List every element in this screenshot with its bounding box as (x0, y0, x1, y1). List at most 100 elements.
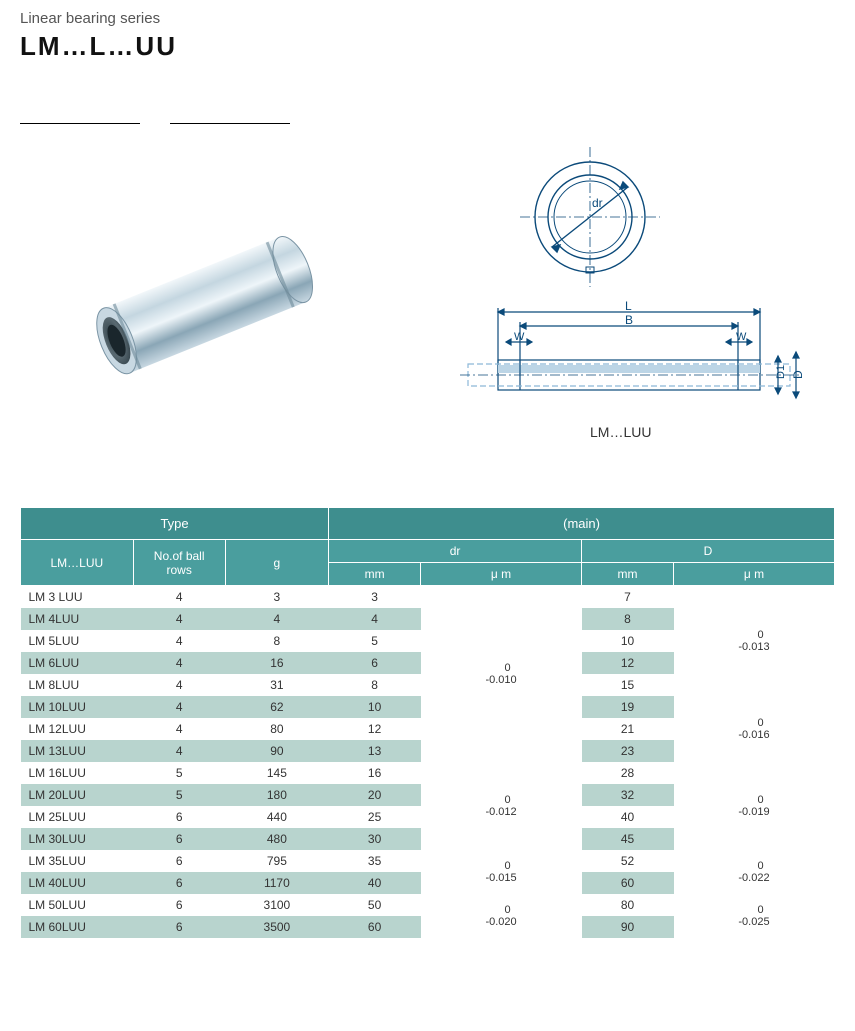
cell-balls: 4 (133, 586, 225, 609)
cell-type: LM 6LUU (21, 652, 134, 674)
cell-dr: 30 (329, 828, 421, 850)
cell-D-tol: 0-0.016 (674, 696, 835, 762)
cell-type: LM 16LUU (21, 762, 134, 784)
cell-D-tol: 0-0.022 (674, 850, 835, 894)
cell-dr: 16 (329, 762, 421, 784)
cell-D-tol: 0-0.013 (674, 586, 835, 697)
technical-drawing-area: dr (440, 147, 835, 467)
cell-D: 28 (582, 762, 674, 784)
dim-W1: W (514, 331, 525, 343)
cell-type: LM 12LUU (21, 718, 134, 740)
dim-dr: dr (592, 196, 603, 210)
table-row: LM 50LUU63100500-0.020800-0.025 (21, 894, 835, 916)
product-photo-area (20, 147, 440, 467)
cell-type: LM 8LUU (21, 674, 134, 696)
cell-g: 1170 (225, 872, 328, 894)
cell-dr-tol: 0-0.015 (421, 850, 582, 894)
th-balls: No.of ball rows (133, 540, 225, 586)
cell-type: LM 4LUU (21, 608, 134, 630)
cell-D: 21 (582, 718, 674, 740)
cell-type: LM 50LUU (21, 894, 134, 916)
cell-dr: 10 (329, 696, 421, 718)
cell-dr: 20 (329, 784, 421, 806)
technical-drawing: dr (440, 147, 820, 447)
cell-dr: 12 (329, 718, 421, 740)
cell-g: 180 (225, 784, 328, 806)
cell-D: 7 (582, 586, 674, 609)
cell-D-tol: 0-0.019 (674, 762, 835, 850)
cell-type: LM 13LUU (21, 740, 134, 762)
cell-D: 40 (582, 806, 674, 828)
cell-balls: 6 (133, 806, 225, 828)
cell-balls: 6 (133, 916, 225, 938)
cell-type: LM 40LUU (21, 872, 134, 894)
cell-balls: 6 (133, 828, 225, 850)
cell-D: 15 (582, 674, 674, 696)
cell-D: 52 (582, 850, 674, 872)
cell-dr: 60 (329, 916, 421, 938)
cell-type: LM 10LUU (21, 696, 134, 718)
dim-D: D (791, 370, 805, 379)
th-D-um: μ m (674, 563, 835, 586)
cell-type: LM 30LUU (21, 828, 134, 850)
underline-pair (20, 112, 835, 127)
table-row: LM 16LUU5145160-0.012280-0.019 (21, 762, 835, 784)
cell-balls: 4 (133, 652, 225, 674)
cell-type: LM 5LUU (21, 630, 134, 652)
cell-D: 45 (582, 828, 674, 850)
cell-g: 8 (225, 630, 328, 652)
header-title: LM…L…UU (20, 31, 835, 62)
diagram-caption: LM…LUU (590, 424, 651, 440)
cell-type: LM 3 LUU (21, 586, 134, 609)
cell-D: 10 (582, 630, 674, 652)
cell-D: 90 (582, 916, 674, 938)
cell-g: 62 (225, 696, 328, 718)
cell-balls: 4 (133, 630, 225, 652)
dim-D1: D1 (775, 365, 787, 379)
cell-dr: 6 (329, 652, 421, 674)
cell-dr: 8 (329, 674, 421, 696)
th-group-main: (main) (329, 508, 835, 540)
cell-dr-tol: 0-0.010 (421, 586, 582, 763)
th-D: D (582, 540, 835, 563)
page-header: Linear bearing series LM…L…UU (20, 10, 835, 62)
cell-g: 16 (225, 652, 328, 674)
cell-balls: 4 (133, 696, 225, 718)
spec-table: Type (main) LM…LUU No.of ball rows g dr … (20, 507, 835, 938)
table-row: LM 3 LUU4330-0.01070-0.013 (21, 586, 835, 609)
cell-balls: 5 (133, 762, 225, 784)
cell-g: 3 (225, 586, 328, 609)
cell-D: 32 (582, 784, 674, 806)
cell-balls: 6 (133, 850, 225, 872)
cell-g: 795 (225, 850, 328, 872)
cell-balls: 5 (133, 784, 225, 806)
cell-balls: 6 (133, 894, 225, 916)
cell-D: 12 (582, 652, 674, 674)
cell-g: 480 (225, 828, 328, 850)
th-D-mm: mm (582, 563, 674, 586)
th-dr-um: μ m (421, 563, 582, 586)
cell-g: 440 (225, 806, 328, 828)
table-row: LM 35LUU6795350-0.015520-0.022 (21, 850, 835, 872)
th-g: g (225, 540, 328, 586)
cell-dr: 5 (329, 630, 421, 652)
dim-W2: W (736, 331, 747, 343)
cell-D: 80 (582, 894, 674, 916)
cell-dr: 13 (329, 740, 421, 762)
cell-dr: 25 (329, 806, 421, 828)
dim-B: B (625, 313, 633, 327)
cell-dr: 3 (329, 586, 421, 609)
cell-type: LM 20LUU (21, 784, 134, 806)
cell-D: 8 (582, 608, 674, 630)
cell-g: 4 (225, 608, 328, 630)
header-subtitle: Linear bearing series (20, 10, 835, 27)
cell-g: 3500 (225, 916, 328, 938)
cell-balls: 6 (133, 872, 225, 894)
cell-balls: 4 (133, 674, 225, 696)
th-group-type: Type (21, 508, 329, 540)
cell-g: 31 (225, 674, 328, 696)
cell-g: 80 (225, 718, 328, 740)
cell-D: 23 (582, 740, 674, 762)
th-dr-mm: mm (329, 563, 421, 586)
spec-table-body: LM 3 LUU4330-0.01070-0.013LM 4LUU4448LM … (21, 586, 835, 939)
